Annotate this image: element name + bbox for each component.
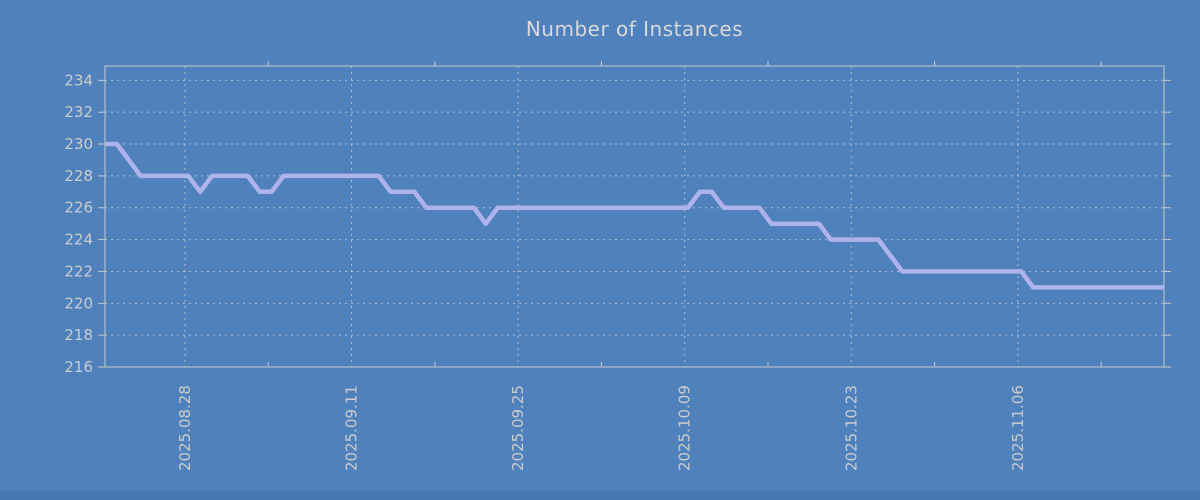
y-tick-label: 232 [64,103,93,121]
y-tick-label: 218 [64,326,93,344]
x-tick-label: 2025.09.11 [343,385,361,471]
x-tick-label: 2025.08.28 [176,385,194,471]
y-tick-label: 220 [64,294,93,312]
y-tick-label: 228 [64,167,93,185]
y-tick-label: 224 [64,231,93,249]
y-tick-label: 234 [64,71,93,89]
x-tick-label: 2025.10.09 [676,385,694,471]
series-line [105,141,1164,290]
chart-title: Number of Instances [525,17,744,41]
y-tick-label: 222 [64,262,93,280]
y-tick-label: 230 [64,135,93,153]
x-tick-label: 2025.09.25 [509,385,527,471]
bottom-bar [0,491,1200,500]
x-tick-label: 2025.10.23 [842,385,860,471]
x-tick-label: 2025.11.06 [1009,385,1027,471]
axis-border [104,65,1165,368]
y-tick-label: 216 [64,358,93,376]
y-tick-label: 226 [64,199,93,217]
